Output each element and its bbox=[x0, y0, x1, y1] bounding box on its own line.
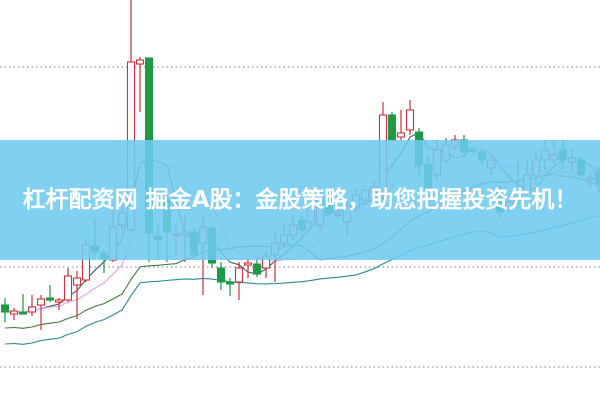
candle-body bbox=[387, 114, 397, 141]
candle-body bbox=[45, 297, 55, 301]
candle-body bbox=[405, 109, 415, 131]
candle-body bbox=[216, 267, 226, 283]
candle-body bbox=[234, 267, 244, 283]
banner-title: 杠杆配资网 掘金A股：金股策略，助您把握投资先机！ bbox=[22, 187, 578, 213]
candle-body bbox=[27, 306, 37, 313]
candle-body bbox=[396, 132, 406, 138]
candle-body bbox=[225, 281, 235, 285]
candle-body bbox=[243, 262, 253, 266]
candle-body bbox=[63, 275, 73, 301]
candle-body bbox=[9, 310, 19, 315]
candle-body bbox=[18, 311, 28, 315]
candle-body bbox=[135, 59, 145, 65]
candle-body bbox=[72, 277, 82, 286]
title-banner: 杠杆配资网 掘金A股：金股策略，助您把握投资先机！ bbox=[0, 140, 600, 260]
candle-body bbox=[252, 263, 262, 275]
candle-body bbox=[36, 298, 46, 306]
candle-body bbox=[0, 304, 10, 313]
candle-body bbox=[54, 299, 64, 303]
